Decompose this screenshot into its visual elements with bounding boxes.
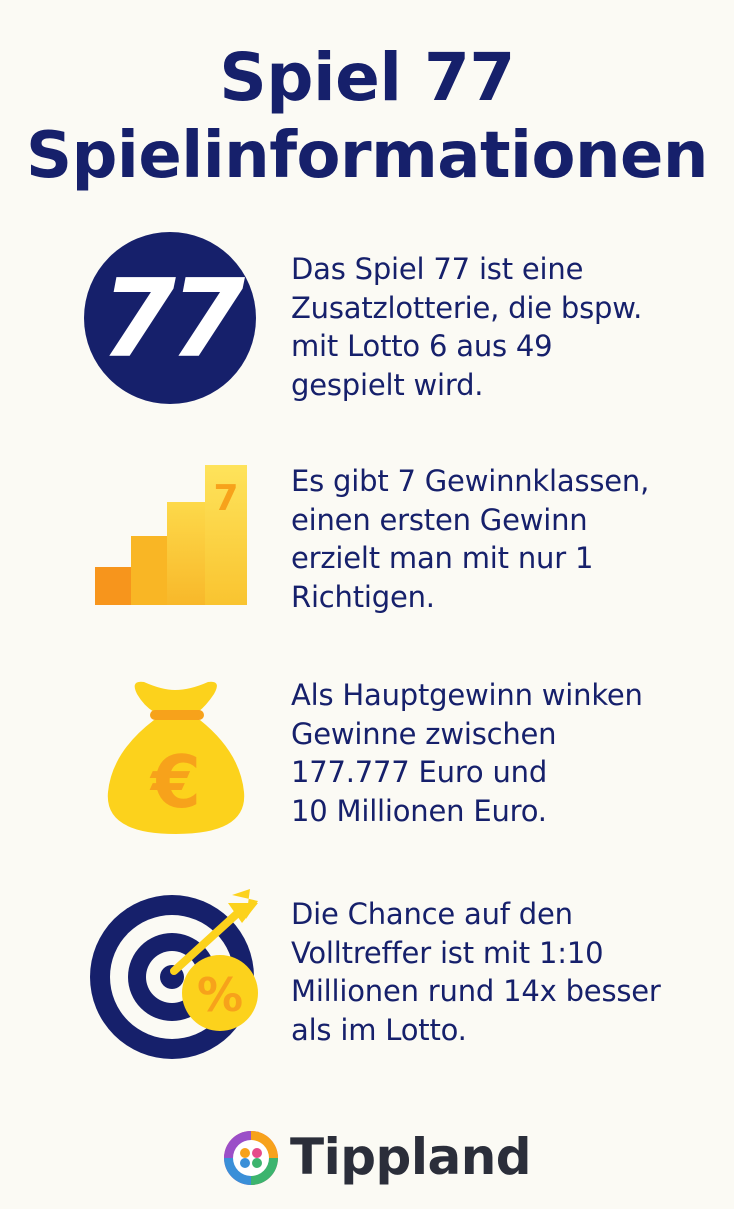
info-text-1: Das Spiel 77 ist eine Zusatzlotterie, di… (291, 250, 721, 404)
info-row-1: 77 Das Spiel 77 ist eine Zusatzlotterie,… (0, 228, 734, 418)
target-dart-percent-icon: % (82, 885, 262, 1065)
info-text-line: als im Lotto. (291, 1012, 467, 1047)
info-text-line: einen ersten Gewinn (291, 502, 588, 537)
info-text-line: Volltreffer ist mit 1:10 (291, 935, 604, 970)
info-text-line: Als Hauptgewinn winken (291, 678, 643, 712)
info-text-3: Als Hauptgewinn winken Gewinne zwischen … (291, 676, 721, 830)
info-text-line: mit Lotto 6 aus 49 (291, 329, 553, 363)
info-text-4: Die Chance auf den Volltreffer ist mit 1… (291, 895, 721, 1049)
bar-steps-icon: 7 (82, 460, 262, 640)
info-text-line: Die Chance auf den (291, 897, 573, 931)
brand-name: Tippland (290, 1128, 532, 1186)
clover-logo-icon (222, 1129, 280, 1187)
info-text-line: Richtigen. (291, 579, 435, 614)
svg-text:€: € (149, 740, 201, 824)
info-text-line: Millionen rund 14x besser (291, 974, 661, 1008)
info-text-line: 177.777 Euro und (291, 755, 548, 789)
svg-text:%: % (197, 968, 243, 1022)
page-title-line1: Spiel 77 (219, 39, 515, 116)
info-text-line: Zusatzlotterie, die bspw. (291, 290, 643, 325)
info-text-line: 10 Millionen Euro. (291, 793, 547, 828)
info-row-3: € Als Hauptgewinn winken Gewinne zwische… (0, 672, 734, 862)
info-text-line: Das Spiel 77 ist eine (291, 252, 584, 286)
svg-text:7: 7 (213, 478, 238, 519)
info-text-line: Es gibt 7 Gewinnklassen, (291, 464, 650, 498)
info-text-2: Es gibt 7 Gewinnklassen, einen ersten Ge… (291, 462, 721, 616)
info-text-line: Gewinne zwischen (291, 716, 557, 751)
info-text-line: erzielt man mit nur 1 (291, 541, 594, 575)
money-bag-euro-icon: € (82, 672, 262, 852)
number-77-circle-icon: 77 (82, 228, 262, 408)
svg-text:77: 77 (101, 257, 245, 382)
info-row-2: 7 Es gibt 7 Gewinnklassen, einen ersten … (0, 455, 734, 645)
info-row-4: % Die Chance auf den Volltreffer ist mit… (0, 885, 734, 1075)
page-title-line2: Spielinformationen (26, 119, 708, 193)
brand-logo: Tippland (222, 1125, 532, 1191)
info-text-line: gespielt wird. (291, 367, 484, 402)
